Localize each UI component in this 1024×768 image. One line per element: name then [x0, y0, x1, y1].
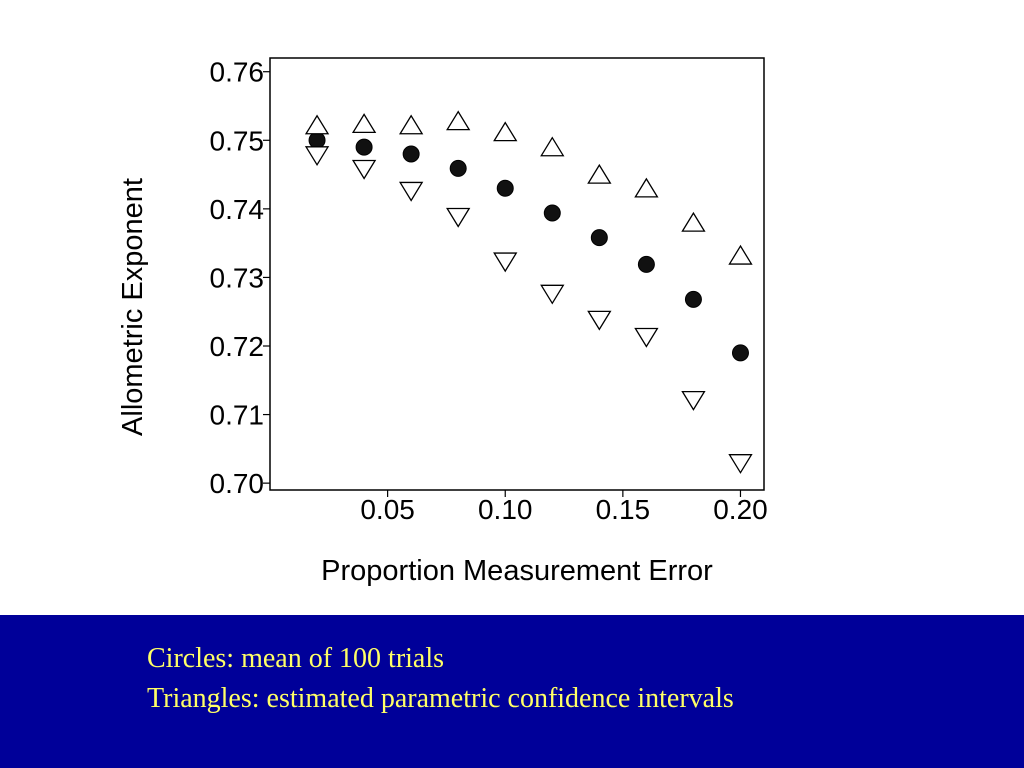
caption-line-circles: Circles: mean of 100 trials	[147, 643, 445, 674]
lower-ci-point	[540, 284, 565, 305]
x-axis-title: Proportion Measurement Error	[321, 555, 713, 587]
mean-point	[637, 255, 655, 273]
plot-frame	[269, 57, 765, 491]
lower-ci-point	[446, 207, 471, 228]
lower-ci-point	[587, 310, 612, 331]
x-tick-label: 0.15	[596, 494, 651, 525]
y-tick-label: 0.76	[210, 57, 265, 88]
upper-ci-point	[351, 113, 377, 134]
upper-ci-point	[446, 110, 471, 131]
y-tick-label: 0.75	[210, 125, 265, 156]
mean-point	[308, 131, 326, 149]
lower-ci-point	[493, 252, 518, 273]
y-tick-label: 0.71	[210, 400, 265, 431]
upper-ci-point	[634, 177, 659, 198]
y-axis: 0.70 0.71 0.72 0.73 0.74 0.75 0.76	[210, 57, 270, 499]
mean-point	[684, 290, 702, 308]
x-tick-label: 0.05	[360, 494, 415, 525]
mean-point	[731, 344, 749, 362]
upper-ci-point	[681, 211, 706, 232]
lower-ci-point	[728, 454, 753, 474]
upper-ci-point	[493, 121, 518, 142]
x-tick-label: 0.20	[713, 494, 768, 525]
mean-point	[543, 204, 561, 222]
lower-ci-point	[398, 181, 424, 202]
upper-ci-point	[587, 163, 612, 184]
upper-ci-point	[398, 114, 424, 135]
upper-ci-point	[540, 136, 565, 157]
mean-point	[590, 229, 608, 247]
upper-ci-point	[304, 114, 330, 135]
mean-point	[355, 138, 373, 156]
y-tick-label: 0.73	[210, 262, 265, 293]
mean-point	[402, 145, 420, 163]
mean-point	[449, 159, 467, 177]
y-tick-label: 0.72	[210, 331, 265, 362]
y-tick-label: 0.70	[210, 468, 265, 499]
mean-point	[496, 179, 514, 197]
scatter-chart: 0.70 0.71 0.72 0.73 0.74 0.75 0.76 0.05 0.10 0.1…	[117, 57, 768, 587]
x-axis: 0.05 0.10 0.15 0.20	[360, 490, 768, 525]
caption-line-triangles: Triangles: estimated parametric confiden…	[147, 683, 734, 714]
lower-ci-point	[681, 390, 706, 411]
lower-ci-point	[304, 146, 330, 167]
lower-ci-point	[634, 327, 659, 348]
upper-ci-point	[728, 244, 753, 265]
lower-ci-point	[351, 159, 377, 180]
x-tick-label: 0.10	[478, 494, 533, 525]
data-points	[304, 110, 753, 474]
y-axis-title: Allometric Exponent	[117, 178, 149, 436]
y-tick-label: 0.74	[210, 194, 265, 225]
caption-band: Circles: mean of 100 trials Triangles: e…	[0, 615, 1024, 768]
